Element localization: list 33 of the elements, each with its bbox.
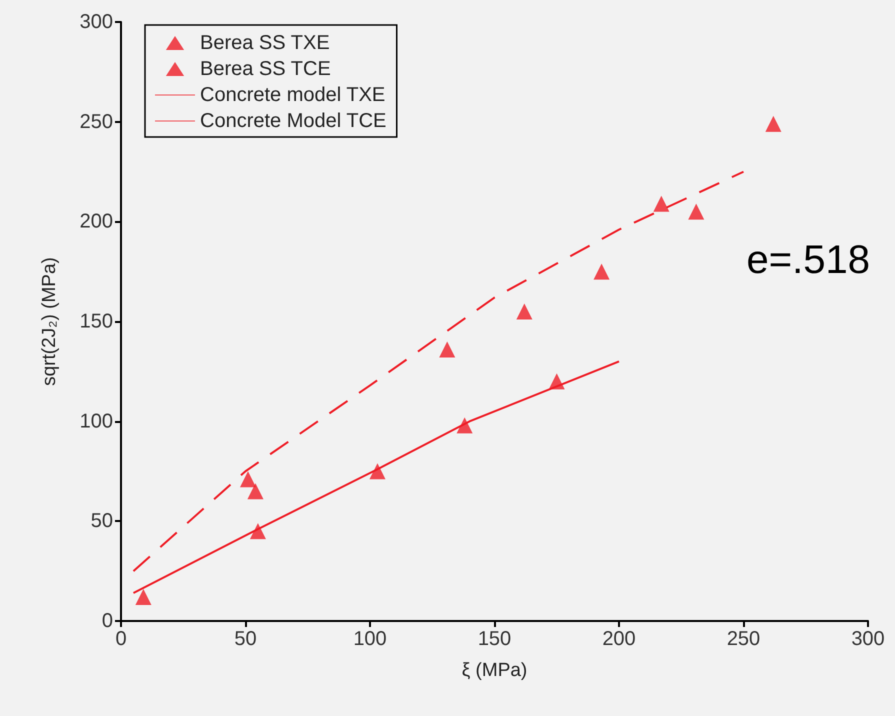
- y-tick-label: 150: [80, 310, 113, 332]
- y-tick-label: 100: [80, 410, 113, 432]
- point: [516, 304, 532, 320]
- x-tick-label: 0: [115, 628, 127, 650]
- legend-label: Concrete model TXE: [200, 84, 386, 106]
- x-tick-label: 100: [353, 628, 387, 650]
- point: [456, 417, 473, 434]
- x-tick-label: 250: [726, 628, 760, 650]
- x-tick-label: 150: [478, 628, 512, 650]
- y-tick-label: 0: [102, 610, 113, 632]
- point: [688, 204, 704, 220]
- point: [240, 471, 256, 488]
- point: [594, 264, 610, 280]
- legend-label: Berea SS TXE: [200, 32, 330, 54]
- point: [369, 463, 386, 480]
- y-tick-label: 200: [80, 210, 113, 233]
- point: [653, 196, 670, 212]
- y-tick-label: 300: [80, 11, 113, 33]
- point: [135, 589, 152, 606]
- x-axis-title: ξ (MPa): [462, 660, 528, 681]
- point: [247, 483, 264, 500]
- line-series: [132, 170, 744, 572]
- point: [765, 116, 782, 132]
- x-tick-label: 300: [851, 628, 885, 650]
- y-axis-title: sqrt(2J₂) (MPa): [39, 257, 60, 386]
- point: [439, 341, 456, 358]
- legend-label: Berea SS TCE: [200, 58, 331, 80]
- x-tick-label: 200: [602, 628, 636, 650]
- annotation: e=.518: [746, 238, 870, 282]
- y-tick-label: 250: [80, 110, 113, 133]
- x-tick-label: 50: [234, 628, 257, 650]
- y-tick-label: 50: [90, 510, 113, 532]
- legend-label: Concrete Model TCE: [200, 110, 386, 132]
